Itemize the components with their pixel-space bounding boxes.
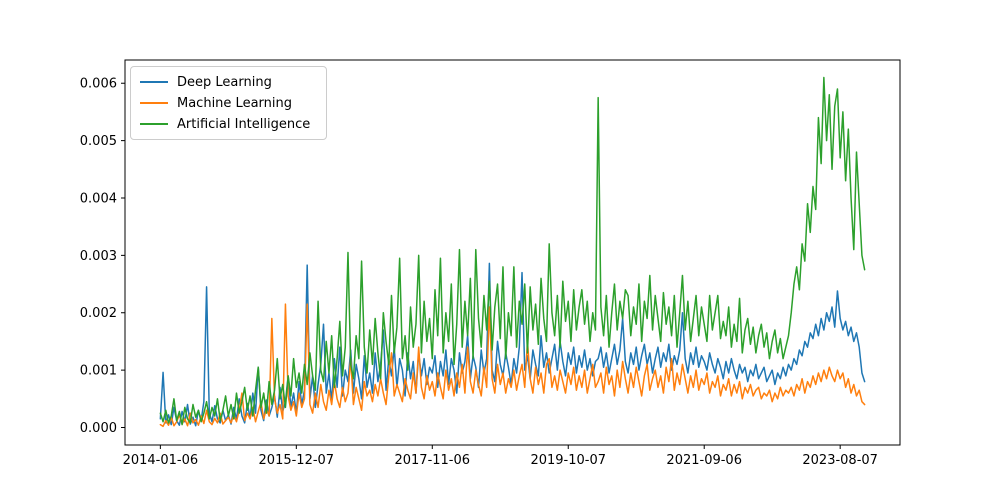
legend-label: Artificial Intelligence [177,116,311,132]
y-tick-label: 0.002 [80,306,117,321]
legend-item-deep-learning: Deep Learning [140,74,316,90]
y-tick-label: 0.001 [80,364,117,379]
x-tick-label: 2021-09-06 [666,453,742,468]
series-line-machine-learning [159,303,866,428]
legend-swatch-artificial-intelligence [140,123,168,125]
plot-border [124,59,901,446]
legend-label: Deep Learning [177,74,272,90]
legend-swatch-machine-learning [140,102,168,104]
legend-item-artificial-intelligence: Artificial Intelligence [140,116,316,132]
x-tick-label: 2017-11-06 [394,453,470,468]
legend-item-machine-learning: Machine Learning [140,95,316,111]
y-tick-label: 0.005 [80,134,117,149]
legend-label: Machine Learning [177,95,292,111]
x-tick-label: 2023-08-07 [802,453,878,468]
y-tick-label: 0.006 [80,77,117,92]
legend-swatch-deep-learning [140,81,168,83]
series-line-artificial-intelligence [159,76,866,426]
x-tick-label: 2014-01-06 [123,453,199,468]
y-tick-label: 0.003 [80,249,117,264]
y-tick-label: 0.004 [80,191,117,206]
x-tick-label: 2015-12-07 [259,453,335,468]
legend: Deep Learning Machine Learning Artificia… [130,66,327,140]
y-tick-label: 0.000 [80,421,117,436]
x-tick-label: 2019-10-07 [530,453,606,468]
